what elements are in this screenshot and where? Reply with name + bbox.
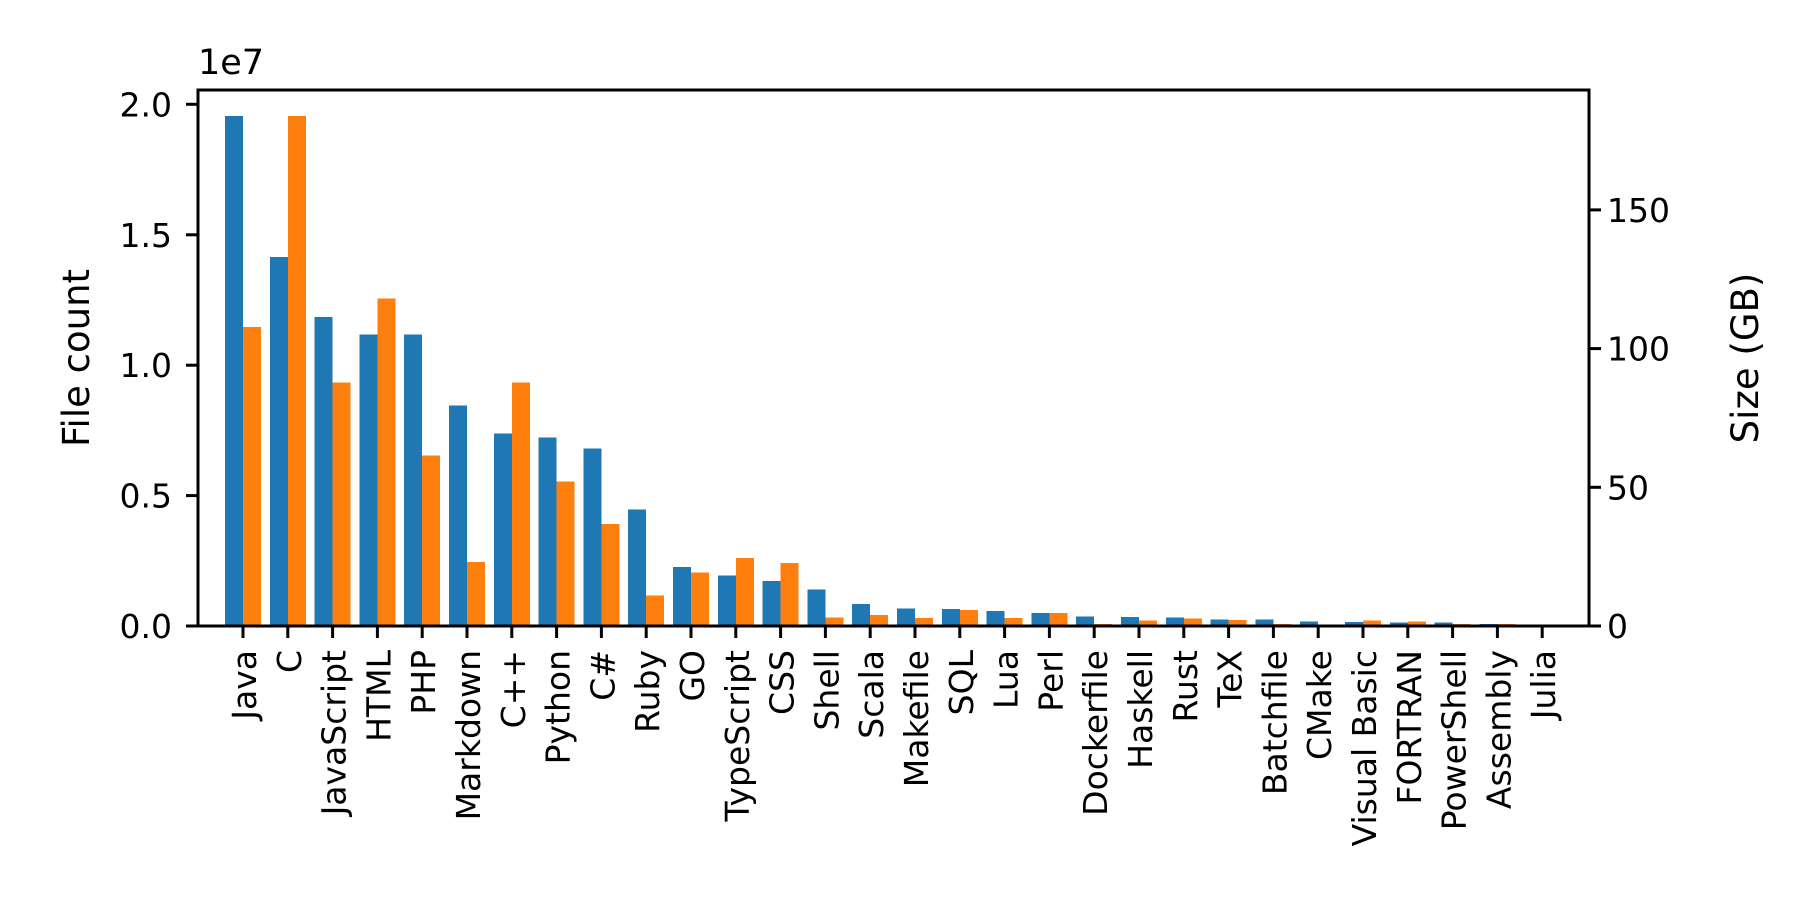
size-bar — [1049, 613, 1068, 626]
left-axis-tick-label: 2.0 — [120, 85, 172, 124]
size-bar — [377, 298, 396, 626]
size-bar — [870, 615, 889, 626]
file-count-bar — [807, 589, 826, 626]
right-axis-tick-label: 100 — [1607, 330, 1670, 369]
right-axis-title: Size (GB) — [1724, 273, 1767, 444]
file-count-bar — [583, 448, 602, 626]
file-count-bar — [314, 317, 333, 626]
x-axis-tick-label: Lua — [987, 650, 1026, 709]
file-count-bar — [852, 604, 871, 626]
file-count-bar — [269, 257, 288, 626]
size-bar — [467, 561, 485, 626]
file-count-bar — [1210, 619, 1229, 626]
file-count-bar — [1389, 622, 1408, 626]
left-axis-tick-label: 1.0 — [120, 346, 172, 385]
file-count-bar — [762, 580, 781, 626]
left-axis-tick-label: 0.5 — [120, 477, 172, 516]
file-count-bar — [1345, 621, 1363, 626]
file-count-bar — [359, 334, 378, 626]
left-axis-tick-label: 0.0 — [120, 607, 172, 646]
right-axis-tick-label: 0 — [1607, 607, 1628, 646]
x-axis-tick-label: TypeScript — [718, 650, 757, 823]
file-count-bar — [404, 334, 423, 626]
file-count-bar — [449, 405, 467, 626]
x-axis-tick-label: C# — [583, 650, 622, 701]
x-axis-tick-label: C — [270, 650, 309, 673]
file-count-bar — [538, 437, 557, 626]
x-axis-tick-label: Scala — [852, 650, 891, 739]
x-axis-tick-label: GO — [673, 650, 712, 702]
size-bar — [422, 455, 441, 626]
size-bar — [825, 617, 844, 626]
x-axis-tick-label: Ruby — [628, 650, 667, 733]
x-axis-tick-label: Batchfile — [1255, 650, 1294, 795]
file-count-bar — [628, 509, 647, 626]
x-axis-tick-label: CSS — [763, 650, 802, 715]
size-bar — [1004, 618, 1023, 626]
size-bar — [556, 481, 575, 626]
size-bar — [1183, 618, 1202, 626]
x-axis-tick-label: Dockerfile — [1076, 650, 1115, 816]
file-count-bar — [493, 433, 512, 626]
x-axis-tick-label: Julia — [1524, 650, 1563, 721]
x-axis-tick-label: Haskell — [1121, 650, 1160, 769]
size-bar — [780, 563, 799, 626]
size-bar — [332, 382, 351, 626]
x-axis-tick-label: Makefile — [897, 650, 936, 787]
left-axis-tick-label: 1.5 — [120, 216, 172, 255]
x-axis-tick-label: HTML — [359, 649, 398, 741]
size-bar — [511, 382, 530, 626]
size-bar — [243, 327, 261, 626]
size-bar — [735, 557, 754, 626]
file-count-bar — [941, 608, 960, 626]
size-bar — [601, 523, 620, 626]
x-axis-tick-label: Shell — [807, 650, 846, 731]
x-axis-tick-label: Java — [225, 650, 264, 722]
x-axis-tick-label: Python — [539, 650, 578, 764]
file-count-bar — [897, 608, 915, 626]
size-bar — [915, 618, 933, 626]
size-bar — [1363, 620, 1381, 626]
file-count-bar — [1255, 619, 1274, 626]
x-axis-tick-label: TeX — [1211, 650, 1250, 708]
file-count-bar — [225, 116, 243, 626]
right-axis-tick-label: 50 — [1607, 468, 1649, 507]
x-axis-tick-label: Assembly — [1479, 650, 1518, 809]
file-count-bar — [1300, 621, 1319, 626]
plot-border — [196, 88, 1591, 628]
file-count-bar — [1165, 617, 1184, 626]
file-count-bar — [1434, 622, 1453, 626]
size-bar — [691, 572, 709, 626]
x-axis-tick-label: Rust — [1166, 650, 1205, 723]
file-count-bar — [986, 610, 1005, 626]
x-axis-tick-label: Perl — [1031, 650, 1070, 712]
file-count-bar — [1076, 616, 1095, 626]
file-count-bar — [717, 575, 736, 626]
file-count-bar — [1031, 613, 1050, 626]
x-axis-tick-label: PowerShell — [1435, 650, 1474, 830]
size-bar — [959, 610, 978, 626]
right-axis-tick-label: 150 — [1607, 191, 1670, 230]
x-axis-tick-label: Visual Basic — [1345, 650, 1384, 846]
x-axis-tick-label: Markdown — [449, 650, 488, 820]
x-axis-tick-label: SQL — [942, 649, 981, 715]
x-axis-tick-label: C++ — [494, 650, 533, 728]
file-count-bar — [1121, 617, 1139, 626]
size-bar — [1228, 619, 1247, 626]
x-axis-tick-label: PHP — [404, 650, 443, 715]
size-bar — [287, 116, 306, 626]
x-axis-tick-label: FORTRAN — [1390, 650, 1429, 805]
left-axis-offset-text: 1e7 — [198, 43, 264, 83]
left-axis-title: File count — [55, 269, 98, 447]
x-axis-tick-label: JavaScript — [315, 650, 354, 817]
size-bar — [1407, 621, 1426, 626]
size-bar — [1139, 620, 1157, 626]
x-axis-tick-label: CMake — [1300, 650, 1339, 760]
size-bar — [646, 595, 665, 626]
file-count-bar — [673, 566, 691, 626]
